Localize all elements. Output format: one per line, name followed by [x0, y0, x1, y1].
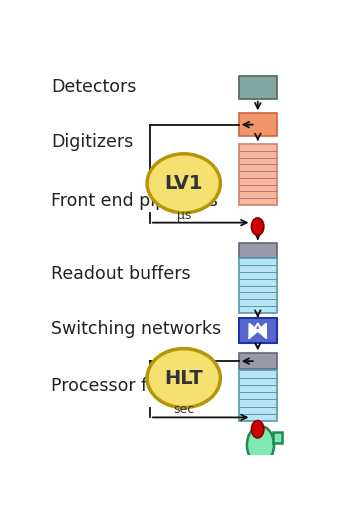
Bar	[239, 113, 277, 136]
Text: Readout buffers: Readout buffers	[51, 265, 191, 283]
Bar	[239, 353, 277, 369]
Bar	[239, 76, 277, 99]
Text: HLT: HLT	[165, 368, 203, 387]
Text: μs: μs	[177, 208, 191, 222]
Bar	[239, 318, 277, 343]
Ellipse shape	[147, 349, 221, 408]
Polygon shape	[249, 323, 258, 338]
Bar	[273, 432, 282, 443]
Bar	[239, 258, 277, 313]
Bar	[239, 144, 277, 205]
Circle shape	[247, 426, 274, 464]
Circle shape	[252, 218, 264, 235]
Text: Processor farms: Processor farms	[51, 377, 191, 395]
Text: Front end pipelines: Front end pipelines	[51, 192, 218, 210]
Text: Digitizers: Digitizers	[51, 133, 133, 151]
Text: LV1: LV1	[165, 174, 203, 193]
Text: Switching networks: Switching networks	[51, 320, 221, 338]
Text: sec: sec	[173, 404, 194, 416]
Text: Detectors: Detectors	[51, 78, 136, 96]
Bar	[239, 243, 277, 258]
Ellipse shape	[147, 154, 221, 213]
Bar	[239, 370, 277, 422]
Circle shape	[252, 421, 264, 438]
Polygon shape	[258, 323, 266, 338]
